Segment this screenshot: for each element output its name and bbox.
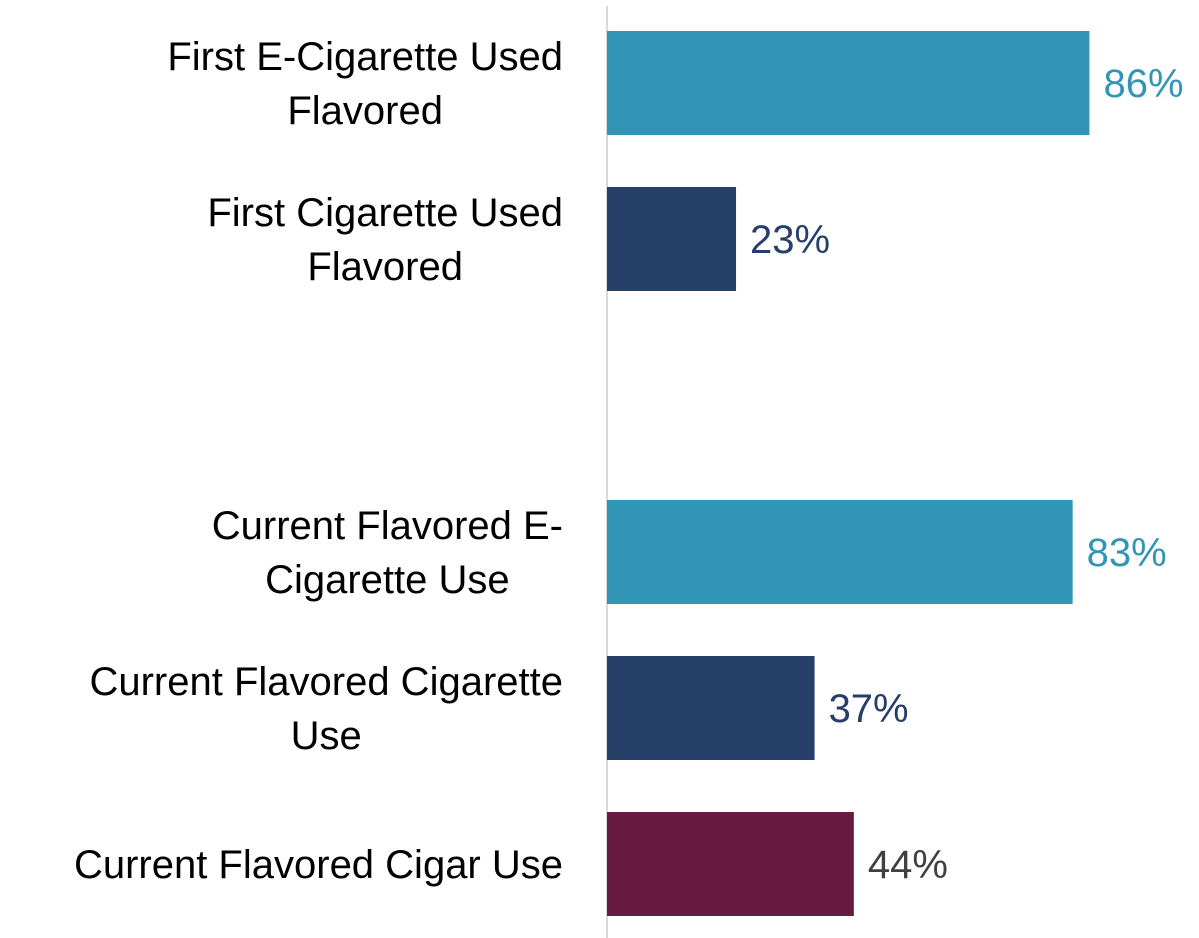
value-label-5: 44% xyxy=(868,843,948,887)
category-label-line: First E-Cigarette Used xyxy=(167,35,563,79)
bar-1 xyxy=(607,31,1090,135)
bar-2 xyxy=(607,187,737,291)
category-label-line: First Cigarette Used xyxy=(207,191,563,235)
bars xyxy=(607,31,1090,916)
category-label-5: Current Flavored Cigar Use xyxy=(74,843,563,887)
category-label-1: First E-Cigarette Used Flavored xyxy=(167,35,563,133)
category-label-2: First Cigarette Used Flavored xyxy=(207,191,563,289)
bar-4 xyxy=(607,656,815,760)
category-label-line: Current Flavored Cigarette xyxy=(89,660,563,704)
value-label-2: 23% xyxy=(750,218,830,262)
value-label-4: 37% xyxy=(829,687,909,731)
category-label-line: Flavored xyxy=(307,245,463,289)
bar-3 xyxy=(607,500,1073,604)
category-label-4: Current Flavored Cigarette Use xyxy=(89,660,563,758)
value-labels: 86% 23% 83% 37% 44% xyxy=(750,62,1183,887)
category-label-line: Use xyxy=(291,714,362,758)
category-label-line: Flavored xyxy=(287,89,443,133)
bar-5 xyxy=(607,812,854,916)
category-label-line: Cigarette Use xyxy=(265,558,510,602)
category-label-line: Current Flavored Cigar Use xyxy=(74,843,563,887)
category-label-line: Current Flavored E- xyxy=(212,504,563,548)
value-label-3: 83% xyxy=(1087,531,1167,575)
category-label-3: Current Flavored E- Cigarette Use xyxy=(212,504,563,602)
value-label-1: 86% xyxy=(1103,62,1183,106)
